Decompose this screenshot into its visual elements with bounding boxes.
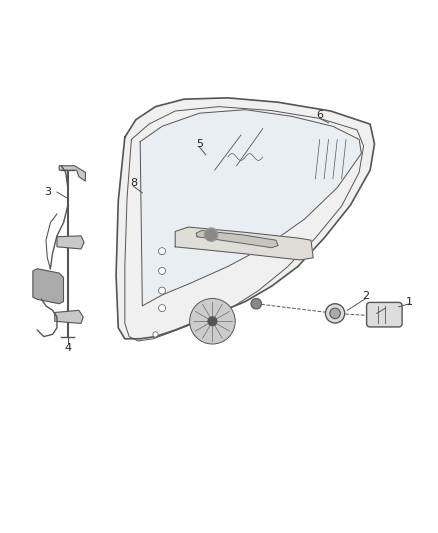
Circle shape [251,298,261,309]
Text: 2: 2 [362,291,369,301]
Circle shape [205,228,218,241]
Text: 8: 8 [130,178,137,188]
Polygon shape [59,166,85,181]
Polygon shape [55,310,83,324]
Polygon shape [140,110,361,306]
Text: 5: 5 [196,139,203,149]
Circle shape [159,304,166,312]
Polygon shape [33,269,64,304]
Circle shape [190,298,235,344]
Circle shape [208,317,217,326]
Circle shape [206,230,216,240]
Circle shape [330,308,340,319]
Polygon shape [57,236,84,249]
Text: 6: 6 [316,110,323,120]
Text: 1: 1 [406,297,413,308]
Text: 4: 4 [64,343,71,352]
Polygon shape [175,227,313,260]
Circle shape [159,268,166,274]
Circle shape [153,332,158,337]
Circle shape [325,304,345,323]
Polygon shape [196,231,278,248]
Circle shape [159,248,166,255]
Polygon shape [116,98,374,339]
Text: 3: 3 [45,187,52,197]
FancyBboxPatch shape [367,302,402,327]
Circle shape [159,287,166,294]
